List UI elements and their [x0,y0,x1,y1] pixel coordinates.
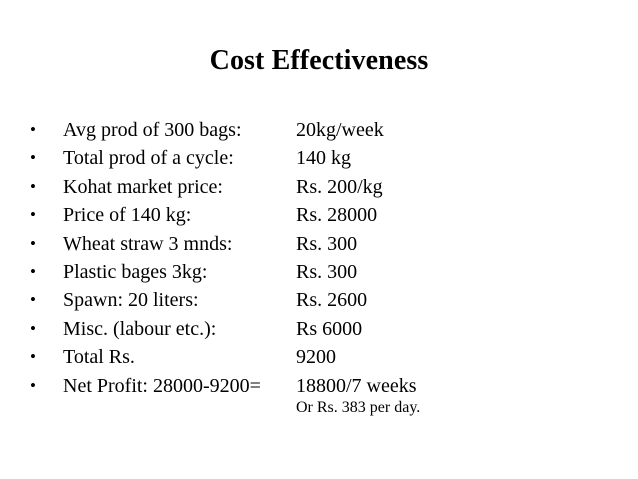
list-item: • Total Rs. 9200 [0,343,638,371]
list-item: • Net Profit: 28000-9200= 18800/7 weeks [0,372,638,400]
item-value: Rs. 2600 [296,289,368,312]
item-value: Rs. 28000 [296,204,378,227]
list-item: • Plastic bages 3kg: Rs. 300 [0,258,638,286]
item-value: Rs. 200/kg [296,175,383,198]
bullet-icon: • [30,233,36,253]
bullet-icon: • [30,205,36,225]
list-item: • Misc. (labour etc.): Rs 6000 [0,315,638,343]
list-item: • Wheat straw 3 mnds: Rs. 300 [0,230,638,258]
cost-list: • Avg prod of 300 bags: 20kg/week • Tota… [0,116,638,400]
item-value: Rs. 300 [296,232,358,255]
item-value: Rs 6000 [296,317,363,340]
bullet-icon: • [30,375,36,395]
item-value: 20kg/week [296,119,384,141]
list-item: • Spawn: 20 liters: Rs. 2600 [0,286,638,314]
bullet-icon: • [30,261,36,281]
bullet-icon: • [30,148,36,168]
item-label: Misc. (labour etc.): [63,317,217,340]
item-label: Plastic bages 3kg: [63,260,208,283]
item-value: Rs. 300 [296,260,358,283]
item-label: Price of 140 kg: [63,204,192,227]
item-label: Wheat straw 3 mnds: [63,232,233,255]
item-label: Total prod of a cycle: [63,147,234,170]
item-label: Total Rs. [63,346,135,369]
list-item: • Price of 140 kg: Rs. 28000 [0,201,638,229]
bullet-icon: • [30,120,36,139]
item-value: 140 kg [296,147,351,170]
item-label: Avg prod of 300 bags: [63,119,242,141]
item-label: Kohat market price: [63,175,223,198]
per-day-note: Or Rs. 383 per day. [296,399,421,416]
bullet-icon: • [30,318,36,338]
bullet-icon: • [30,347,36,367]
list-item: • Avg prod of 300 bags: 20kg/week [0,116,638,144]
bullet-icon: • [30,176,36,196]
bullet-icon: • [30,290,36,310]
list-item: • Total prod of a cycle: 140 kg [0,144,638,172]
list-item: • Kohat market price: Rs. 200/kg [0,173,638,201]
slide-title: Cost Effectiveness [209,45,429,76]
item-label: Net Profit: 28000-9200= [63,374,261,397]
item-value: 9200 [296,346,336,369]
item-value: 18800/7 weeks [296,374,417,397]
item-label: Spawn: 20 liters: [63,289,199,312]
